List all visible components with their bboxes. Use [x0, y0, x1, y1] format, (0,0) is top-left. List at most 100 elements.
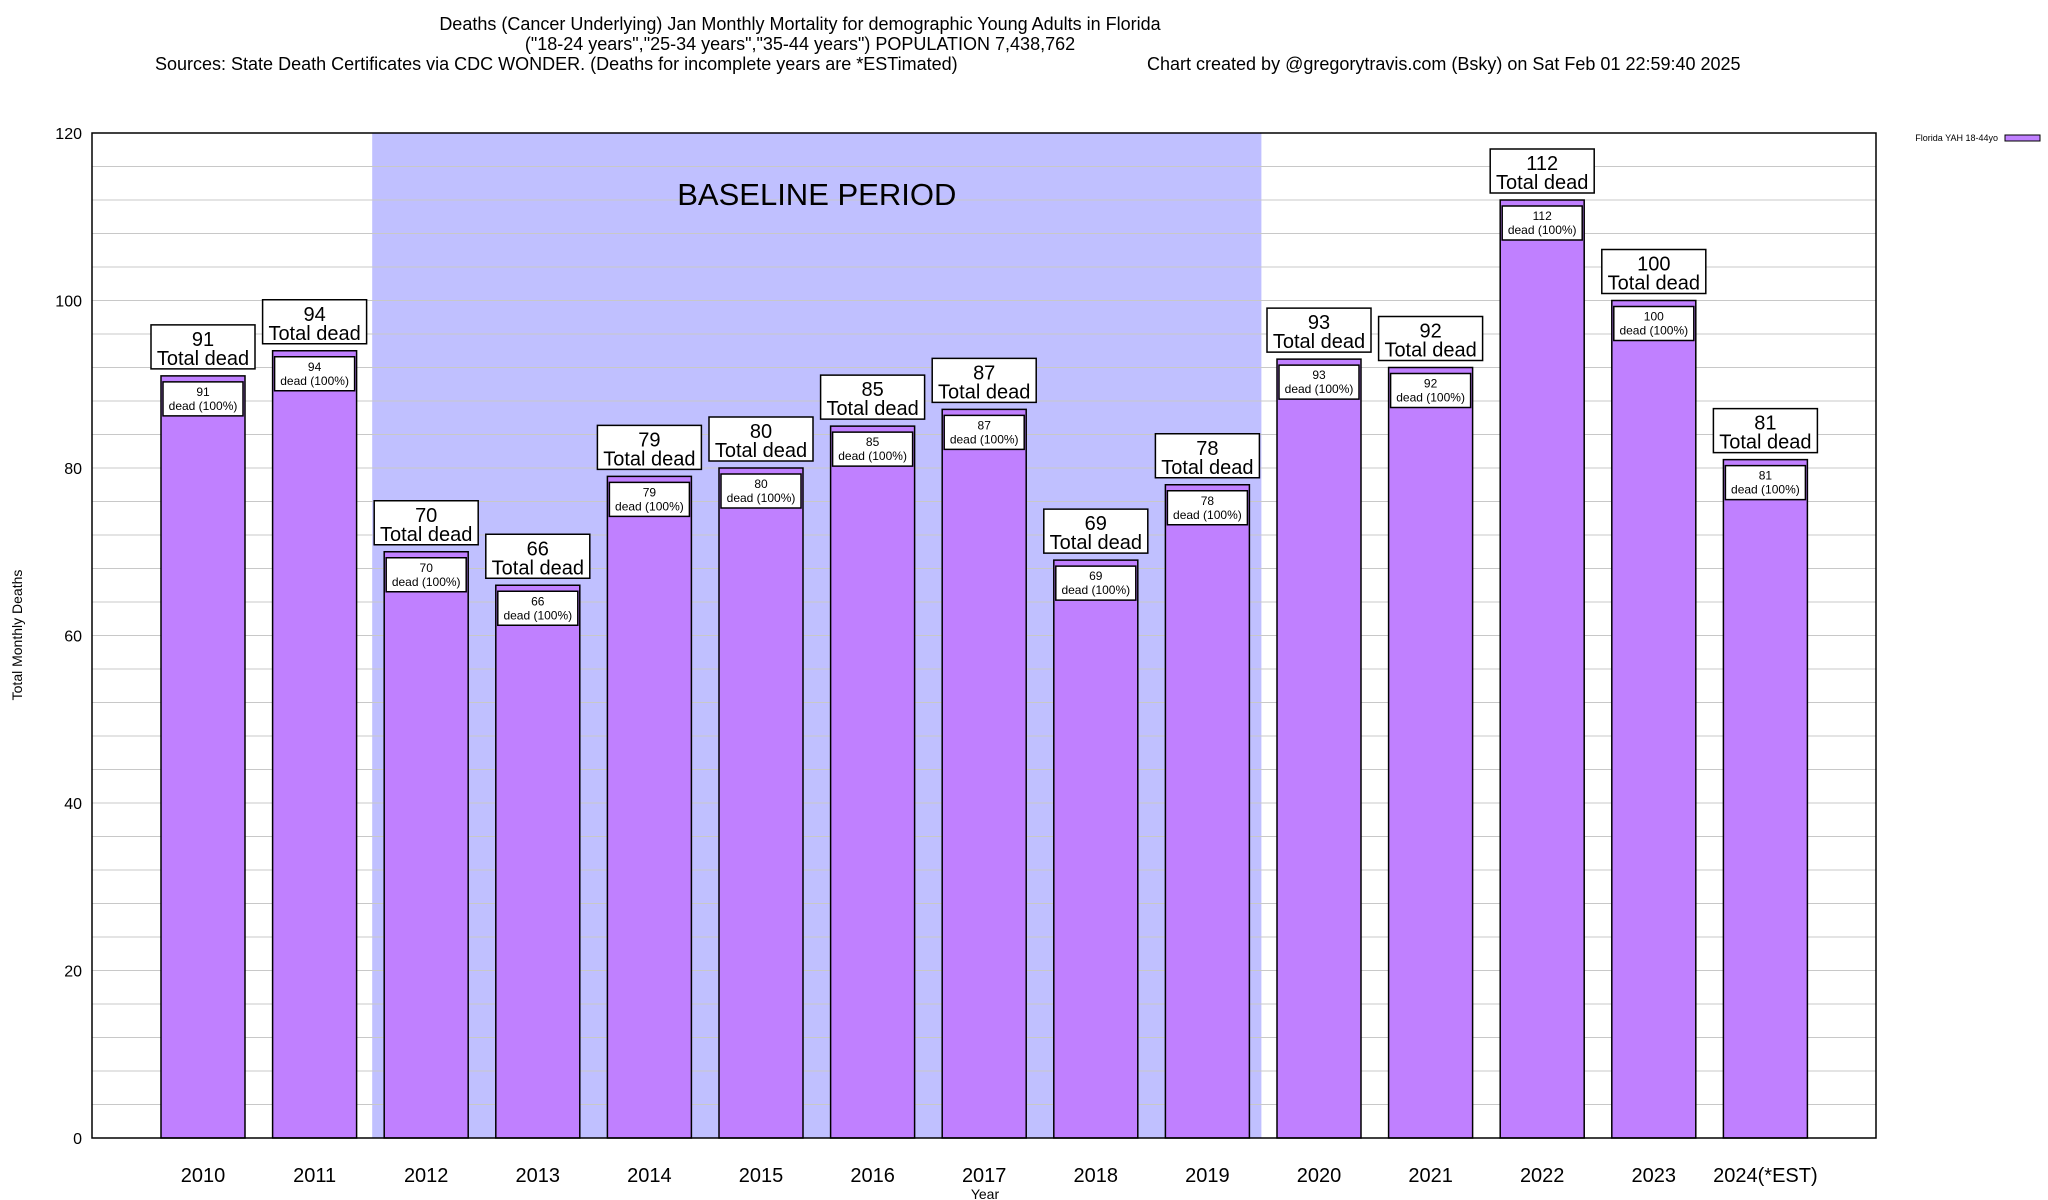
bar-inner-label: dead (100%) [727, 491, 796, 505]
plot-frame [91, 132, 1877, 1139]
bar [941, 408, 1027, 1139]
bar-top-label-box [1154, 433, 1261, 479]
bar-inner-label: dead (100%) [280, 374, 349, 388]
bar-inner-label: dead (100%) [1619, 324, 1688, 338]
bar [718, 467, 804, 1139]
y-tick-label: 40 [64, 796, 82, 813]
x-tick-label: 2022 [1520, 1165, 1565, 1187]
bar-top-label: Total dead [1050, 532, 1142, 554]
bar-inner-label: dead (100%) [1731, 483, 1800, 497]
bar-inner-value: 85 [866, 435, 880, 449]
bar [1387, 366, 1474, 1139]
bar-inner-value: 100 [1644, 310, 1664, 324]
bar-top-label: Total dead [1384, 340, 1476, 362]
bar-top-label-box [261, 299, 368, 345]
bar-inner-label-box [162, 381, 244, 417]
legend-label: Florida YAH 18-44yo [1915, 133, 1998, 143]
bar-top-value: 66 [527, 538, 549, 560]
x-tick-label: 2023 [1632, 1165, 1677, 1187]
bar [1053, 559, 1139, 1139]
x-tick-label: 2014 [627, 1165, 672, 1187]
y-tick-label: 60 [64, 629, 82, 646]
bar [1164, 484, 1251, 1139]
bar-inner-label-box [1613, 305, 1695, 342]
bar-top-value: 100 [1637, 254, 1670, 276]
bar-top-value: 80 [750, 421, 772, 443]
bar-inner-value: 91 [196, 385, 210, 399]
bar-inner-value: 78 [1201, 494, 1215, 508]
bar-inner-label: dead (100%) [169, 399, 238, 413]
bar-inner-value: 79 [643, 485, 657, 499]
bar-top-label: Total dead [1273, 331, 1365, 353]
bar-top-value: 81 [1754, 413, 1776, 435]
bar-inner-label-box [1278, 364, 1360, 400]
bar-top-value: 70 [415, 505, 437, 527]
bar-top-label: Total dead [157, 348, 249, 370]
bar-top-label-box [1489, 148, 1595, 194]
bar-inner-label: dead (100%) [1061, 583, 1130, 597]
bar-inner-value: 93 [1312, 368, 1326, 382]
bar-top-label-box [373, 500, 479, 546]
bar-top-value: 92 [1419, 321, 1441, 343]
bar-inner-label-box [943, 414, 1025, 451]
bar-inner-value: 81 [1759, 469, 1773, 483]
bar [271, 350, 358, 1139]
bar-inner-label-box [1724, 464, 1807, 501]
bar [1611, 299, 1697, 1139]
y-tick-label: 20 [64, 964, 82, 981]
baseline-period-label: BASELINE PERIOD [677, 177, 956, 212]
y-tick-label: 120 [55, 126, 82, 143]
bar-inner-label-box [720, 473, 802, 509]
y-tick-label: 100 [55, 294, 82, 311]
bar-inner-label: dead (100%) [503, 608, 572, 622]
y-tick-label: 0 [73, 1131, 82, 1148]
x-tick-label: 2020 [1297, 1165, 1342, 1187]
bar-top-label: Total dead [1608, 273, 1700, 295]
bar-top-label: Total dead [1161, 457, 1253, 479]
x-tick-label: 2024(*EST) [1713, 1165, 1818, 1187]
chart-sources: Sources: State Death Certificates via CD… [155, 54, 958, 74]
x-tick-label: 2012 [404, 1165, 449, 1187]
bar-inner-value: 80 [754, 477, 768, 491]
bar-inner-label: dead (100%) [838, 449, 907, 463]
x-tick-label: 2011 [293, 1165, 336, 1187]
bar [829, 425, 916, 1139]
bar-inner-label-box [1166, 490, 1249, 526]
x-tick-label: 2021 [1408, 1165, 1453, 1187]
bar-top-label: Total dead [715, 440, 807, 462]
bar-top-value: 87 [973, 362, 995, 384]
bar-inner-label-box [385, 557, 467, 593]
bar-inner-value: 66 [531, 594, 545, 608]
bar-inner-label: dead (100%) [950, 432, 1019, 446]
chart-subtitle: ("18-24 years","25-34 years","35-44 year… [524, 34, 1076, 54]
bar-top-value: 78 [1196, 438, 1218, 460]
bar-inner-value: 94 [308, 360, 322, 374]
bar [383, 551, 469, 1139]
bar-top-value: 79 [638, 429, 660, 451]
bar [495, 584, 581, 1139]
bar-inner-label-box [1389, 372, 1472, 409]
bar-inner-label-box [1055, 565, 1137, 601]
bar [1722, 458, 1809, 1139]
bar-top-label-box [1266, 307, 1372, 353]
bar-top-label-box [485, 533, 591, 579]
x-tick-label: 2010 [181, 1165, 226, 1187]
bar [1499, 199, 1585, 1139]
chart-title: Deaths (Cancer Underlying) Jan Monthly M… [439, 14, 1161, 34]
x-tick-label: 2015 [739, 1165, 784, 1187]
legend-swatch [2004, 134, 2041, 142]
x-tick-label: 2019 [1185, 1165, 1230, 1187]
bar-inner-label: dead (100%) [1285, 382, 1354, 396]
x-axis-label: Year [971, 1186, 1000, 1200]
y-axis-label: Total Monthly Deaths [9, 570, 25, 701]
bar-inner-label-box [608, 481, 691, 518]
bar-top-label-box [1601, 248, 1707, 295]
bar-inner-label: dead (100%) [615, 499, 684, 513]
bar-inner-label-box [831, 431, 914, 467]
bar-top-value: 91 [192, 329, 214, 351]
bar-top-label-box [708, 416, 814, 462]
bar-inner-value: 69 [1089, 569, 1103, 583]
bar-inner-label: dead (100%) [392, 575, 461, 589]
bar-top-label: Total dead [492, 557, 584, 579]
bar-inner-value: 70 [420, 561, 434, 575]
